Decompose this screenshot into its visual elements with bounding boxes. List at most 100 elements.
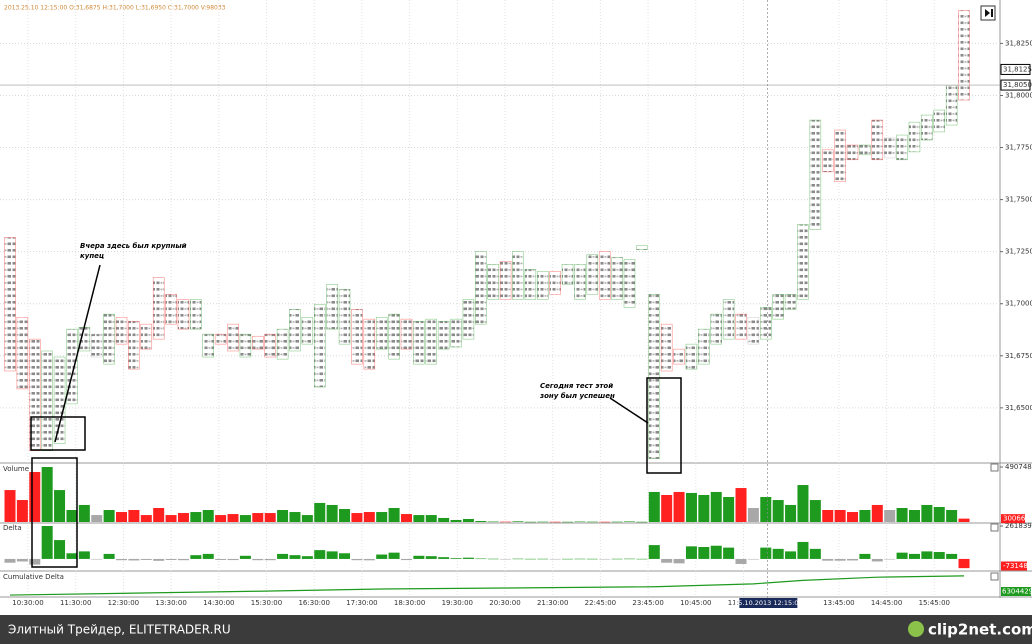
footprint-column	[660, 323, 673, 372]
footprint-column	[375, 317, 388, 350]
volume-bar	[438, 517, 450, 522]
x-tick-label: 15:45:00	[919, 599, 950, 607]
footprint-column	[165, 294, 177, 325]
volume-bar	[339, 508, 351, 522]
volume-last-box	[1001, 514, 1025, 524]
volume-bar	[599, 521, 611, 523]
delta-bar	[599, 558, 611, 560]
x-tick-label: 16:30:00	[298, 599, 329, 607]
footprint-column	[710, 313, 722, 345]
volume-bar	[908, 510, 920, 522]
volume-bar	[153, 507, 165, 522]
volume-bar	[475, 520, 487, 522]
footprint-column	[499, 261, 512, 300]
clip2net-logo	[908, 621, 924, 637]
annotation-text: Сегодня тест этой	[540, 382, 613, 390]
delta-bar	[710, 545, 722, 559]
footprint-column	[549, 271, 561, 295]
x-tick-label: 23:45:00	[632, 599, 663, 607]
volume-bar	[301, 515, 313, 522]
volume-bar	[66, 510, 78, 522]
delta-bar	[648, 545, 660, 559]
volume-bar	[177, 513, 189, 522]
volume-bar	[673, 491, 685, 522]
volume-bar	[574, 521, 586, 523]
volume-bar	[760, 497, 772, 522]
delta-bar	[289, 555, 301, 559]
scroll-icon	[985, 9, 993, 17]
volume-bar	[363, 512, 375, 522]
panel-close[interactable]	[990, 572, 999, 581]
volume-bar	[549, 521, 561, 523]
delta-bar	[215, 558, 227, 560]
x-tick-label: 10:30:00	[12, 599, 43, 607]
delta-bar	[636, 558, 648, 560]
footprint-column	[437, 320, 450, 350]
delta-bar	[797, 541, 809, 559]
footprint-column	[264, 333, 276, 358]
footprint-column	[933, 109, 945, 133]
footprint-column	[239, 333, 252, 358]
volume-bar	[648, 491, 660, 522]
footprint-column	[388, 313, 400, 360]
volume-bar	[78, 504, 90, 522]
footprint-column	[586, 254, 599, 295]
delta-bar	[896, 552, 908, 559]
volume-bar	[54, 490, 66, 522]
footprint-column	[537, 271, 549, 300]
footprint-column	[338, 289, 351, 345]
footprint-column	[809, 119, 822, 230]
volume-bar	[933, 506, 945, 522]
x-tick-label: 19:30:00	[442, 599, 473, 607]
delta-bar	[128, 558, 140, 561]
delta-bar	[177, 558, 189, 561]
footprint-column	[413, 320, 425, 365]
delta-bar	[524, 558, 536, 560]
volume-bar	[772, 500, 784, 522]
volume-bar	[41, 467, 53, 522]
delta-bar	[16, 558, 28, 562]
footprint-column	[958, 10, 970, 101]
panel-close[interactable]	[990, 523, 999, 532]
footprint-column	[202, 333, 214, 358]
footprint-column	[314, 304, 326, 388]
footer-site: Элитный Трейдер, ELITETRADER.RU	[8, 623, 231, 637]
footprint-column	[400, 318, 413, 350]
volume-bar	[834, 510, 846, 522]
x-tick-label: 20:30:00	[489, 599, 520, 607]
delta-bar	[363, 558, 375, 561]
delta-bar	[376, 554, 388, 559]
panel-close[interactable]	[990, 463, 999, 472]
marker-price-label: 31,8125	[1003, 65, 1032, 73]
footprint-column	[301, 317, 314, 345]
volume-bar	[636, 521, 648, 523]
delta-bar	[413, 555, 425, 559]
volume-bar	[413, 515, 425, 522]
delta-bar	[301, 556, 313, 559]
footprint-column	[648, 294, 661, 459]
delta-bar	[884, 558, 896, 560]
delta-bar	[933, 552, 945, 559]
volume-bar	[289, 512, 301, 522]
delta-bar	[549, 558, 561, 560]
footprint-column	[425, 318, 438, 365]
x-tick-label: 14:45:00	[871, 599, 902, 607]
footprint-column	[41, 350, 53, 452]
footprint-column	[512, 251, 524, 300]
cumulative-last-label: 6304429	[1002, 588, 1032, 596]
footprint-column	[177, 299, 190, 330]
delta-bar	[487, 558, 499, 560]
x-tick-label: 21:30:00	[537, 599, 568, 607]
footprint-column	[462, 299, 475, 340]
delta-bar	[500, 558, 512, 560]
delta-bar	[326, 551, 338, 559]
delta-bar	[537, 558, 549, 560]
volume-bar	[586, 521, 598, 523]
footprint-column	[722, 299, 735, 340]
delta-bar	[871, 558, 883, 562]
y-tick-label: 261839	[1005, 522, 1032, 530]
footprint-column	[673, 348, 685, 365]
x-tick-label: 18:30:00	[394, 599, 425, 607]
footer-brand: clip2net.com	[928, 621, 1032, 639]
